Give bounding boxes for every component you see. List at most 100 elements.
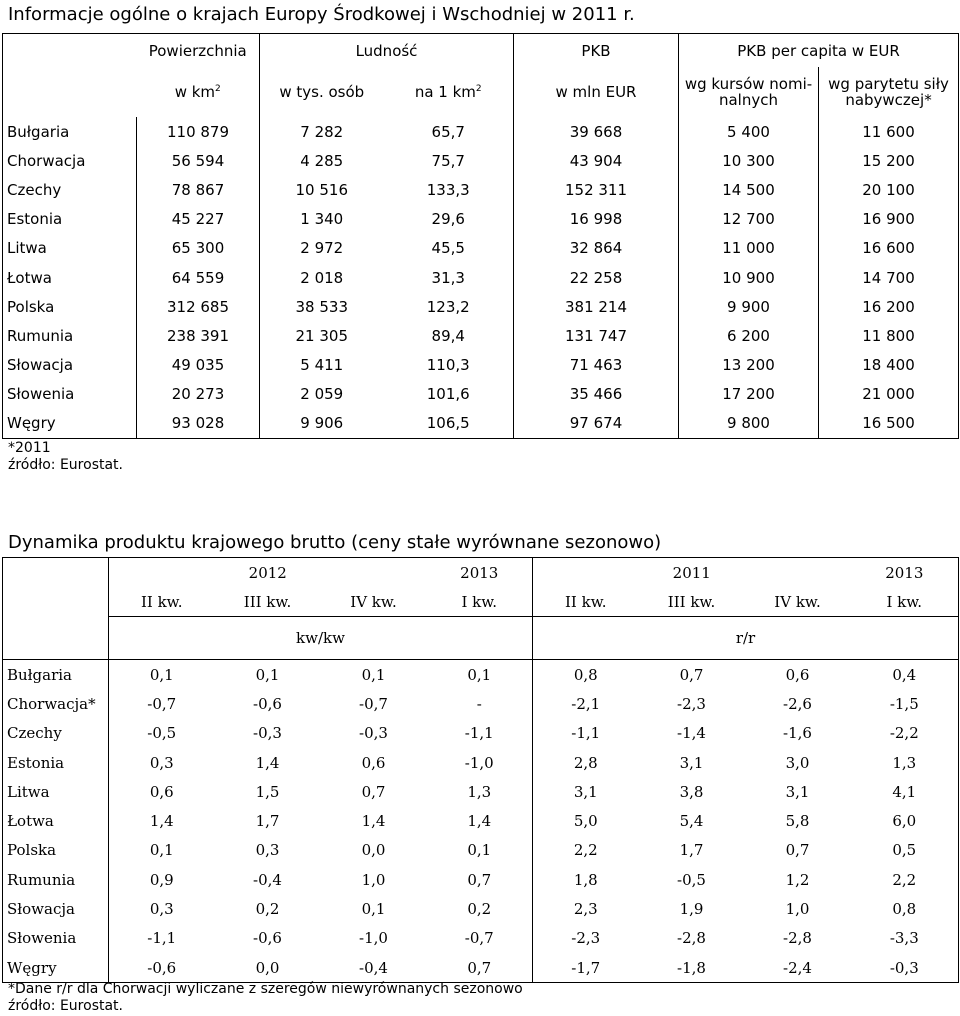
table-cell: 0,7 <box>679 665 704 684</box>
table-cell: 5 411 <box>300 356 344 375</box>
table-cell: -1,6 <box>783 724 812 743</box>
table-cell: 0,1 <box>361 665 386 684</box>
table-row: Węgry -0,6 0,0 -0,4 0,7 -1,7 -1,8 -2,4 -0,3 <box>2 952 960 984</box>
year-header-2012: 2012 <box>108 557 427 588</box>
table-cell: 16 500 <box>818 408 960 440</box>
table-cell: 1,4 <box>149 812 174 831</box>
unit-header-qoq: kw/kw <box>108 616 534 660</box>
table-cell: 18 400 <box>818 350 960 380</box>
quarter-header: II kw. <box>532 588 639 617</box>
table-cell: 0,2 <box>426 894 534 924</box>
table-cell: 1,4 <box>361 812 386 831</box>
table-cell: 39 668 <box>513 117 679 147</box>
table-cell: -2,8 <box>783 929 812 948</box>
table-cell: 9 906 <box>259 408 384 440</box>
table-cell: 2 018 <box>300 268 344 287</box>
quarter-header: III kw. <box>214 588 321 617</box>
table-cell: 45,5 <box>383 233 514 263</box>
table-cell: 3,0 <box>785 753 810 772</box>
country-name: Słowenia <box>2 923 109 953</box>
table-row: Węgry 93 028 9 906 106,5 97 674 9 800 16 500 <box>2 408 960 440</box>
table2-title: Dynamika produktu krajowego brutto (ceny… <box>8 532 662 553</box>
table-cell: 0,5 <box>850 835 960 866</box>
table-cell: 75,7 <box>383 146 514 176</box>
table-cell: 0,7 <box>426 952 534 984</box>
table-cell: -2,6 <box>783 694 812 713</box>
table-row: Polska 0,1 0,3 0,0 0,1 2,2 1,7 0,7 0,5 <box>2 835 960 866</box>
table-cell: 71 463 <box>513 350 679 380</box>
table-cell: 1,0 <box>361 870 386 889</box>
table-cell: 3,1 <box>573 782 598 801</box>
year-header-2013b: 2013 <box>850 557 960 588</box>
table-cell: 11 800 <box>818 321 960 351</box>
table-cell: -0,3 <box>253 724 282 743</box>
table-cell: -2,8 <box>677 929 706 948</box>
table-cell: -0,3 <box>359 724 388 743</box>
table-cell: 0,6 <box>361 753 386 772</box>
country-name: Estonia <box>2 204 137 234</box>
header-gdp: PKB <box>513 33 679 67</box>
table-row: Estonia 0,3 1,4 0,6 -1,0 2,8 3,1 3,0 1,3 <box>2 747 960 778</box>
table-cell: 16 200 <box>818 292 960 322</box>
table-cell: 16 998 <box>513 204 679 234</box>
table-cell: 29,6 <box>383 204 514 234</box>
table-cell: 2,8 <box>573 753 598 772</box>
country-name: Chorwacja <box>2 146 137 176</box>
table-row: Bułgaria 0,1 0,1 0,1 0,1 0,8 0,7 0,6 0,4 <box>2 659 960 690</box>
country-name: Czechy <box>2 175 137 205</box>
table-cell: 93 028 <box>136 408 260 440</box>
table-row: Polska 312 685 38 533 123,2 381 214 9 900 16 2… <box>2 292 960 322</box>
table-cell: 7 282 <box>300 122 344 141</box>
table-row: Słowenia 20 273 2 059 101,6 35 466 17 200 21 0… <box>2 379 960 409</box>
header-gdp-per-capita: PKB per capita w EUR <box>678 33 960 67</box>
table-cell: 13 200 <box>678 350 819 380</box>
table-cell: 10 516 <box>295 180 349 199</box>
table-cell: 0,3 <box>149 753 174 772</box>
table-cell: -2,1 <box>571 694 601 713</box>
unit-header-yoy: r/r <box>532 616 960 660</box>
country-name: Bułgaria <box>2 659 109 690</box>
table-cell: 21 000 <box>818 379 960 409</box>
table-cell: 78 867 <box>136 175 260 205</box>
table-cell: 10 300 <box>678 146 819 176</box>
country-name: Czechy <box>2 718 109 748</box>
table-cell: -0,3 <box>850 952 960 984</box>
table-cell: 56 594 <box>136 146 260 176</box>
header-population: Ludność <box>259 33 514 67</box>
table-cell: 22 258 <box>513 262 679 293</box>
quarter-header: IV kw. <box>320 588 427 617</box>
table-cell: 97 674 <box>513 408 679 440</box>
subheader-density: na 1 km2 <box>383 67 514 117</box>
quarter-header: IV kw. <box>744 588 851 617</box>
table-row: Rumunia 0,9 -0,4 1,0 0,7 1,8 -0,5 1,2 2,2 <box>2 865 960 895</box>
table-cell: 11 600 <box>818 117 960 147</box>
table-cell: 5,4 <box>679 812 704 831</box>
table-cell: 0,1 <box>426 659 534 690</box>
country-name: Polska <box>2 835 109 866</box>
table-cell: 0,3 <box>255 841 280 860</box>
table-cell: -0,7 <box>426 923 534 953</box>
table-cell: 12 700 <box>678 204 819 234</box>
table-cell: 1,7 <box>679 841 704 860</box>
table-cell: 131 747 <box>513 321 679 351</box>
table-cell: -1,7 <box>532 952 639 984</box>
table-cell: -1,1 <box>571 724 601 743</box>
table-cell: 45 227 <box>136 204 260 234</box>
table-row: Łotwa 64 559 2 018 31,3 22 258 10 900 14 700 <box>2 262 960 293</box>
table-cell: 3,1 <box>679 753 704 772</box>
quarter-header: II kw. <box>108 588 215 617</box>
table-cell: -1,1 <box>426 718 534 748</box>
table-cell: 123,2 <box>383 292 514 322</box>
table-cell: 16 600 <box>818 233 960 263</box>
table2-source: źródło: Eurostat. <box>8 998 123 1014</box>
table-cell: 0,4 <box>850 659 960 690</box>
table-cell: 16 900 <box>818 204 960 234</box>
year-header-2011: 2011 <box>532 557 851 588</box>
table-cell: 5 400 <box>678 117 819 147</box>
table-cell: 1,0 <box>785 900 810 919</box>
table-cell: 0,1 <box>149 665 174 684</box>
table-cell: 5,8 <box>785 812 810 831</box>
subheader-gdp: w mln EUR <box>513 67 679 117</box>
table-cell: 3,8 <box>679 782 704 801</box>
table-cell: -1,1 <box>147 929 177 948</box>
